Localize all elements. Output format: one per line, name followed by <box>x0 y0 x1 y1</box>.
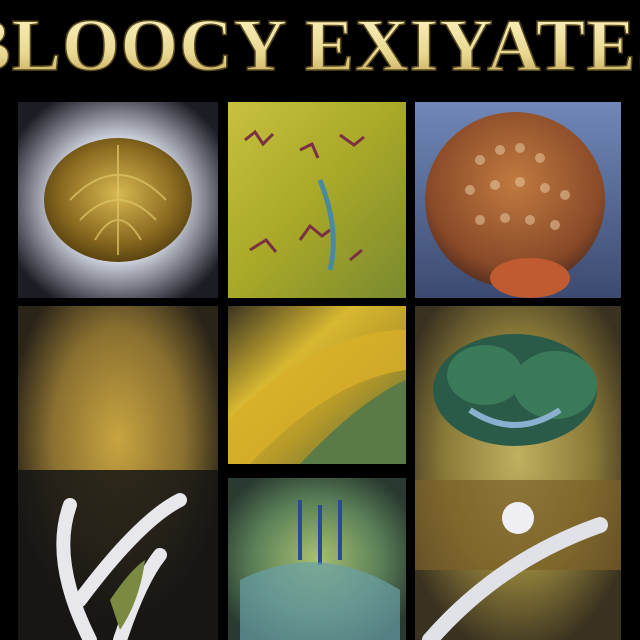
shape <box>228 330 406 464</box>
shape <box>425 112 605 288</box>
title: BLOOCY EXIYATES <box>0 5 640 87</box>
panel-leaf <box>228 102 406 298</box>
shape <box>73 493 187 607</box>
shape <box>69 145 167 255</box>
shape <box>299 141 320 159</box>
shape <box>465 143 570 230</box>
shape <box>56 498 97 640</box>
panel-blur-tendrils <box>18 306 218 640</box>
panel-wing <box>228 306 406 464</box>
shape <box>317 179 336 271</box>
panel-brain <box>415 306 621 640</box>
shape <box>500 213 510 223</box>
shape <box>339 133 365 147</box>
shape <box>244 129 275 147</box>
panel-honeycomb <box>415 102 621 298</box>
shape <box>465 185 475 195</box>
shape <box>422 517 608 640</box>
shape <box>490 180 500 190</box>
shape <box>113 548 167 640</box>
shape <box>540 183 550 193</box>
shape <box>300 380 406 464</box>
shape <box>110 560 145 630</box>
shape <box>475 155 485 165</box>
shape <box>535 153 545 163</box>
shape <box>249 238 278 253</box>
shape <box>298 500 342 565</box>
shape <box>244 129 365 262</box>
shape <box>525 215 535 225</box>
shape <box>56 493 187 640</box>
shape <box>422 517 608 640</box>
shape <box>349 248 363 262</box>
shape <box>560 190 570 200</box>
panel-creature <box>228 478 406 640</box>
shape <box>513 351 597 419</box>
panel-spore <box>18 102 218 298</box>
shape <box>475 215 485 225</box>
shape <box>515 177 525 187</box>
shape <box>490 258 570 298</box>
shape <box>495 145 505 155</box>
shape <box>468 407 562 428</box>
shape <box>240 562 400 640</box>
shape <box>515 143 525 153</box>
shape <box>550 220 560 230</box>
shape <box>447 345 523 405</box>
shape <box>502 502 534 534</box>
shape <box>298 223 331 241</box>
